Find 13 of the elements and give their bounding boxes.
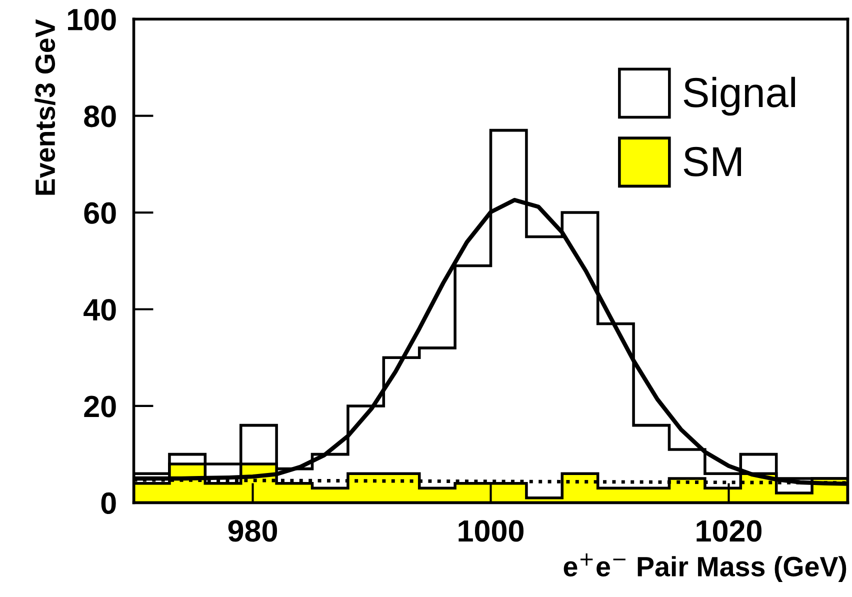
legend-label: SM	[684, 146, 741, 176]
y-tick-label: 60	[84, 202, 116, 224]
x-tick-label: 980	[228, 520, 277, 542]
y-tick-label: 80	[84, 106, 116, 128]
x-tick-label: 1000	[458, 520, 524, 542]
y-axis-title: Events/3 GeV	[34, 19, 56, 195]
legend-label: Signal	[684, 76, 795, 116]
y-tick-label: 100	[68, 8, 116, 30]
y-tick-label: 0	[101, 492, 116, 514]
y-tick-label: 20	[84, 396, 116, 418]
x-axis-title: e$^{+}$e$^{−}$ Pair Mass (GeV)	[564, 553, 846, 582]
x-tick-label: 1020	[696, 520, 762, 542]
y-tick-label: 40	[84, 298, 116, 321]
